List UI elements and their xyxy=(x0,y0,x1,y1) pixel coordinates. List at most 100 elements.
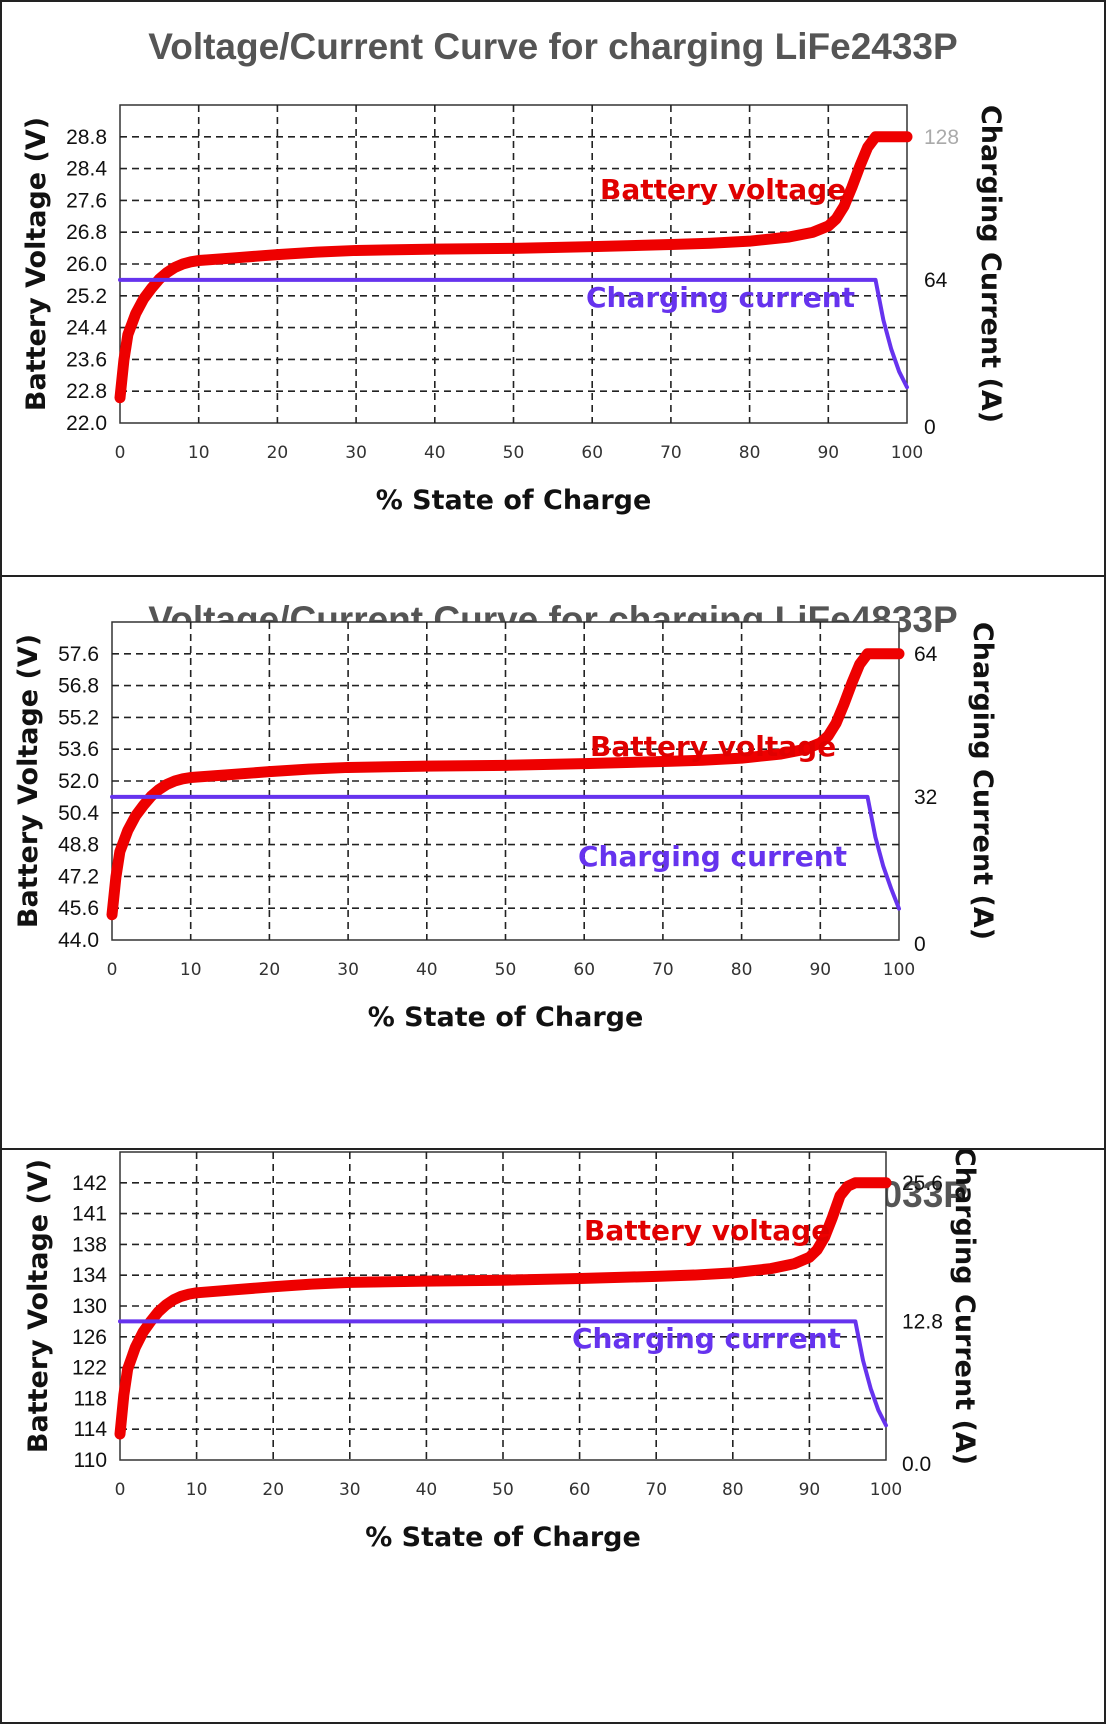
x-tick-label: 100 xyxy=(891,443,923,463)
x-tick-label: 60 xyxy=(569,1480,591,1500)
x-tick-label: 30 xyxy=(345,443,367,463)
y-axis-title: Battery Voltage (V) xyxy=(23,1159,54,1453)
x-tick-label: 70 xyxy=(660,443,682,463)
y-tick-label: 45.6 xyxy=(58,897,99,920)
y2-tick-label: 64 xyxy=(914,643,938,666)
series-label-charging-current: Charging current xyxy=(572,1322,841,1355)
x-tick-label: 100 xyxy=(883,960,915,980)
x-tick-label: 80 xyxy=(739,443,761,463)
y2-axis-title: Charging Current (A) xyxy=(967,622,998,940)
y-tick-label: 57.6 xyxy=(58,643,99,666)
y-tick-label: 110 xyxy=(74,1449,107,1472)
y-axis-title: Battery Voltage (V) xyxy=(21,117,52,411)
x-tick-label: 20 xyxy=(267,443,289,463)
x-tick-label: 50 xyxy=(503,443,525,463)
y-tick-label: 118 xyxy=(74,1387,107,1410)
x-tick-label: 40 xyxy=(416,1480,438,1500)
y-tick-label: 130 xyxy=(72,1295,107,1318)
y-tick-label: 28.8 xyxy=(66,126,107,149)
x-tick-label: 70 xyxy=(645,1480,667,1500)
y-tick-label: 134 xyxy=(72,1264,107,1287)
y2-tick-label: 0.0 xyxy=(902,1453,931,1476)
y-tick-label: 141 xyxy=(72,1203,107,1226)
x-tick-label: 40 xyxy=(424,443,446,463)
y-tick-label: 26.0 xyxy=(66,253,107,276)
battery-voltage-line xyxy=(106,648,905,921)
x-tick-label: 100 xyxy=(870,1480,902,1500)
series-label-charging-current: Charging current xyxy=(586,281,855,314)
y-tick-label: 26.8 xyxy=(66,221,107,244)
y-tick-label: 44.0 xyxy=(58,929,99,952)
x-tick-label: 60 xyxy=(581,443,603,463)
x-tick-label: 40 xyxy=(416,960,438,980)
y-tick-label: 47.2 xyxy=(58,865,99,888)
chart-title: Voltage/Current Curve for charging LiFe2… xyxy=(148,26,958,67)
x-tick-label: 80 xyxy=(731,960,753,980)
y-tick-label: 50.4 xyxy=(58,802,99,825)
y2-tick-label: 0 xyxy=(924,416,936,439)
y2-tick-label: 12.8 xyxy=(902,1310,943,1333)
chart-plot: 44.0 45.6 47.2 48.8 50.4 52.0 53.6 55.2 56.8 57.6… xyxy=(13,621,998,1033)
x-tick-label: 0 xyxy=(115,1480,126,1500)
y2-tick-label: 32 xyxy=(914,786,937,809)
y-tick-label: 55.2 xyxy=(58,706,99,729)
series-label-battery-voltage: Battery voltage xyxy=(600,173,846,206)
x-tick-label: 0 xyxy=(107,960,118,980)
y-tick-label: 126 xyxy=(72,1326,107,1349)
series-label-charging-current: Charging current xyxy=(578,840,847,873)
y2-axis-title: Charging Current (A) xyxy=(975,105,1006,423)
battery-voltage-line xyxy=(114,131,913,404)
x-tick-label: 50 xyxy=(492,1480,514,1500)
x-axis-title: % State of Charge xyxy=(365,1522,641,1553)
battery-voltage-line xyxy=(114,1177,892,1440)
y2-tick-label: 25.6 xyxy=(902,1172,943,1195)
y-tick-label: 27.6 xyxy=(66,189,107,212)
y-tick-label: 138 xyxy=(72,1233,107,1256)
y-tick-label: 25.2 xyxy=(66,285,107,308)
x-tick-label: 90 xyxy=(799,1480,821,1500)
y-tick-label: 114 xyxy=(74,1418,108,1441)
charging-current-line xyxy=(118,277,909,390)
x-tick-label: 10 xyxy=(188,443,210,463)
y-tick-label: 22.8 xyxy=(66,380,107,403)
chart-plot: 22.0 22.8 23.6 24.4 25.2 26.0 26.8 27.6 28.4 28.8… xyxy=(21,104,1006,516)
chart-panel-3: Voltage/Current Curve for charging LiFe1… xyxy=(0,1148,1106,1724)
x-tick-label: 80 xyxy=(722,1480,744,1500)
y2-tick-label: 0 xyxy=(914,933,926,956)
x-tick-label: 50 xyxy=(495,960,517,980)
y2-axis-title: Charging Current (A) xyxy=(949,1150,980,1465)
charging-current-line xyxy=(110,794,901,911)
y-tick-label: 122 xyxy=(72,1357,107,1380)
series-label-battery-voltage: Battery voltage xyxy=(584,1214,830,1247)
x-tick-label: 90 xyxy=(809,960,831,980)
x-tick-label: 20 xyxy=(259,960,281,980)
chart-plot: 110 114 118 122 126 130 134 138 141 142 0.0 12.8 25.… xyxy=(23,1150,980,1553)
x-tick-label: 60 xyxy=(573,960,595,980)
y-tick-label: 56.8 xyxy=(58,675,99,698)
x-tick-label: 10 xyxy=(186,1480,208,1500)
y2-tick-label: 64 xyxy=(924,269,948,292)
y-tick-label: 23.6 xyxy=(66,348,107,371)
y-axis-title: Battery Voltage (V) xyxy=(13,634,44,928)
x-axis-title: % State of Charge xyxy=(368,1002,644,1033)
x-tick-label: 30 xyxy=(339,1480,361,1500)
y-tick-label: 142 xyxy=(72,1172,107,1195)
y-tick-label: 53.6 xyxy=(58,738,99,761)
y-tick-label: 48.8 xyxy=(58,834,99,857)
y2-tick-label: 128 xyxy=(924,126,959,149)
series-label-battery-voltage: Battery voltage xyxy=(590,730,836,763)
x-tick-label: 20 xyxy=(262,1480,284,1500)
y-tick-label: 28.4 xyxy=(66,158,107,181)
charging-current-line xyxy=(118,1319,888,1428)
x-tick-label: 0 xyxy=(115,443,126,463)
chart-panel-2: Voltage/Current Curve for charging LiFe4… xyxy=(0,575,1106,1150)
x-tick-label: 70 xyxy=(652,960,674,980)
y-tick-label: 24.4 xyxy=(66,317,107,340)
x-tick-label: 90 xyxy=(817,443,839,463)
x-tick-label: 10 xyxy=(180,960,202,980)
y-tick-label: 52.0 xyxy=(58,770,99,793)
y-tick-label: 22.0 xyxy=(66,412,107,435)
chart-panel-1: Voltage/Current Curve for charging LiFe2… xyxy=(0,0,1106,577)
x-axis-title: % State of Charge xyxy=(376,485,652,516)
x-tick-label: 30 xyxy=(337,960,359,980)
